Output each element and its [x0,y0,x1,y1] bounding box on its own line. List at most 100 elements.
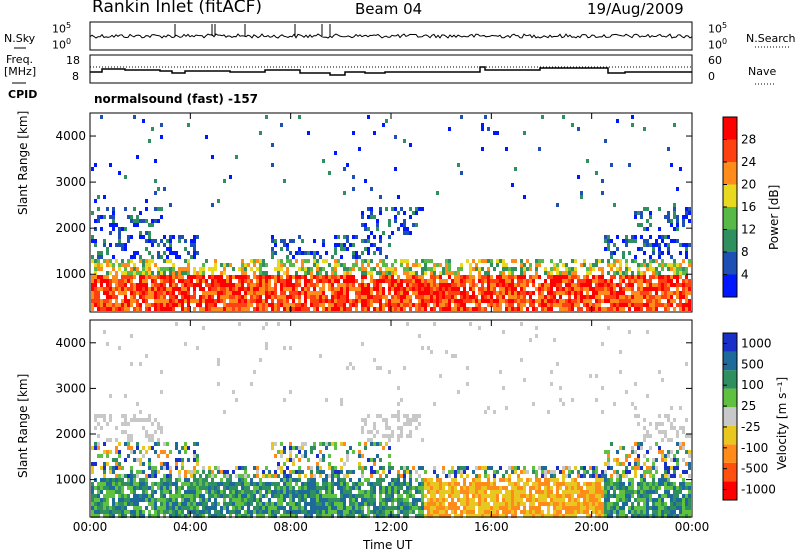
power-cell [283,307,286,311]
power-cell [187,275,190,279]
velocity-cell [484,474,487,478]
power-cell [520,287,523,291]
velocity-cell [118,506,121,510]
velocity-cell [307,458,310,462]
velocity-cell [319,354,322,358]
power-cell [640,215,643,219]
power-colorbar-segment [723,162,737,185]
power-cell [238,275,241,279]
velocity-cell [328,474,331,478]
power-cell [463,283,466,287]
power-cell [193,299,196,303]
power-cell [658,299,661,303]
velocity-cell [472,490,475,494]
velocity-cell [247,490,250,494]
velocity-cell [520,490,523,494]
power-cell [334,259,337,263]
velocity-cell [421,506,424,510]
power-cell [130,295,133,299]
velocity-cell [496,494,499,498]
power-cell [235,303,238,307]
velocity-cell [670,422,673,426]
velocity-cell [553,338,556,342]
velocity-cell [316,506,319,510]
power-cell [175,275,178,279]
power-cell [670,275,673,279]
velocity-cell [682,502,685,506]
velocity-cell [502,494,505,498]
power-cell [481,275,484,279]
velocity-cell [148,510,151,514]
power-cell [115,275,118,279]
power-cell [424,279,427,283]
power-cell [208,291,211,295]
velocity-cell [397,478,400,482]
power-cell [103,303,106,307]
power-cell [667,303,670,307]
velocity-cell [313,494,316,498]
velocity-cell [208,506,211,510]
velocity-cell [235,506,238,510]
power-cell [571,291,574,295]
power-cell [628,239,631,243]
velocity-cell [400,502,403,506]
power-colorbar-tick-label: 24 [741,155,756,169]
power-cell [514,295,517,299]
velocity-cell [301,482,304,486]
velocity-cell [187,514,190,518]
power-cell [193,275,196,279]
power-cell [334,247,337,251]
power-cell [535,307,538,311]
power-cell [394,291,397,295]
velocity-cell [142,470,145,474]
velocity-cell [424,514,427,518]
power-cell [394,219,397,223]
power-cell [442,307,445,311]
power-cell [430,295,433,299]
power-cell [286,279,289,283]
power-cell [541,303,544,307]
power-cell [397,291,400,295]
velocity-cell [325,498,328,502]
velocity-cell [97,442,100,446]
power-cell [391,271,394,275]
power-cell [682,303,685,307]
velocity-cell [304,474,307,478]
velocity-cell [406,498,409,502]
power-cell [493,283,496,287]
velocity-cell [106,482,109,486]
velocity-cell [559,510,562,514]
velocity-cell [358,466,361,470]
velocity-cell [358,462,361,466]
power-cell [211,155,214,159]
power-cell [649,267,652,271]
power-cell [217,287,220,291]
velocity-cell [640,446,643,450]
velocity-cell [640,494,643,498]
power-cell [97,219,100,223]
power-cell [358,283,361,287]
power-cell [367,235,370,239]
power-cell [271,275,274,279]
velocity-cell [652,498,655,502]
velocity-cell [295,506,298,510]
velocity-cell [559,494,562,498]
velocity-cell [268,474,271,478]
velocity-cell [649,446,652,450]
power-cell [448,263,451,267]
power-cell [169,283,172,287]
velocity-cell [481,490,484,494]
power-cell [136,303,139,307]
power-cell [673,215,676,219]
velocity-cell [325,474,328,478]
velocity-cell [118,454,121,458]
power-cell [154,239,157,243]
power-cell [178,291,181,295]
velocity-cell [571,506,574,510]
power-cell [391,287,394,291]
power-cell [127,307,130,311]
velocity-cell [271,482,274,486]
velocity-cell [661,482,664,486]
power-cell [91,283,94,287]
velocity-cell [526,514,529,518]
